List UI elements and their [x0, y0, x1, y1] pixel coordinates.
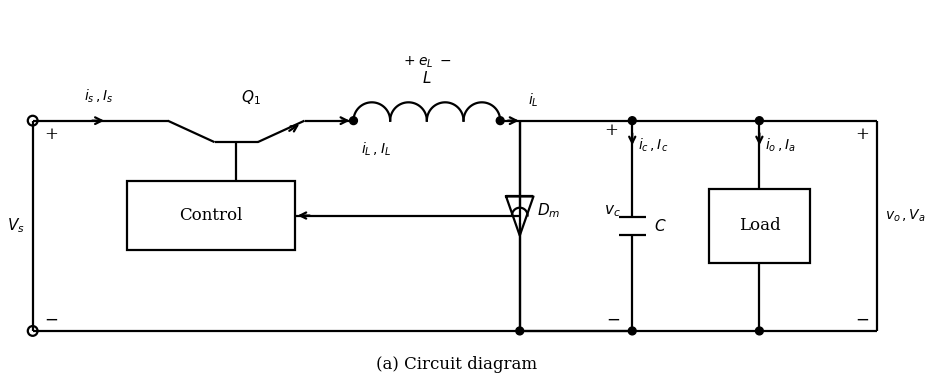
- Text: +: +: [45, 126, 59, 143]
- Text: +: +: [855, 126, 869, 143]
- Text: $+\;e_L\;-$: $+\;e_L\;-$: [403, 54, 451, 70]
- Circle shape: [629, 117, 636, 124]
- Text: $i_o\,,I_a$: $i_o\,,I_a$: [765, 137, 796, 154]
- Text: $-$: $-$: [45, 311, 59, 328]
- Text: $i_s\,,I_s$: $i_s\,,I_s$: [85, 88, 114, 105]
- Circle shape: [629, 327, 636, 335]
- Text: $v_o\,,V_a$: $v_o\,,V_a$: [884, 208, 925, 224]
- Text: $C$: $C$: [654, 218, 667, 234]
- Text: +: +: [604, 122, 618, 139]
- Text: $v_c$: $v_c$: [604, 203, 620, 219]
- Circle shape: [755, 327, 764, 335]
- Text: $V_s$: $V_s$: [7, 216, 25, 235]
- Bar: [709, 189, 810, 263]
- Text: $L$: $L$: [422, 70, 432, 86]
- Text: $i_L$: $i_L$: [527, 91, 538, 109]
- Text: Load: Load: [738, 217, 780, 234]
- Circle shape: [497, 117, 504, 124]
- Circle shape: [755, 117, 764, 124]
- Text: $-$: $-$: [855, 311, 869, 328]
- Circle shape: [350, 117, 357, 124]
- Circle shape: [516, 327, 524, 335]
- Text: $Q_1$: $Q_1$: [241, 88, 260, 107]
- Text: $i_L\,,I_L$: $i_L\,,I_L$: [362, 140, 392, 158]
- Text: Control: Control: [179, 207, 243, 224]
- Text: $i_c\,,I_c$: $i_c\,,I_c$: [638, 137, 669, 154]
- Text: (a) Circuit diagram: (a) Circuit diagram: [376, 356, 537, 373]
- Text: $D_m$: $D_m$: [538, 202, 561, 221]
- Text: $-$: $-$: [606, 311, 620, 328]
- Bar: [126, 181, 295, 250]
